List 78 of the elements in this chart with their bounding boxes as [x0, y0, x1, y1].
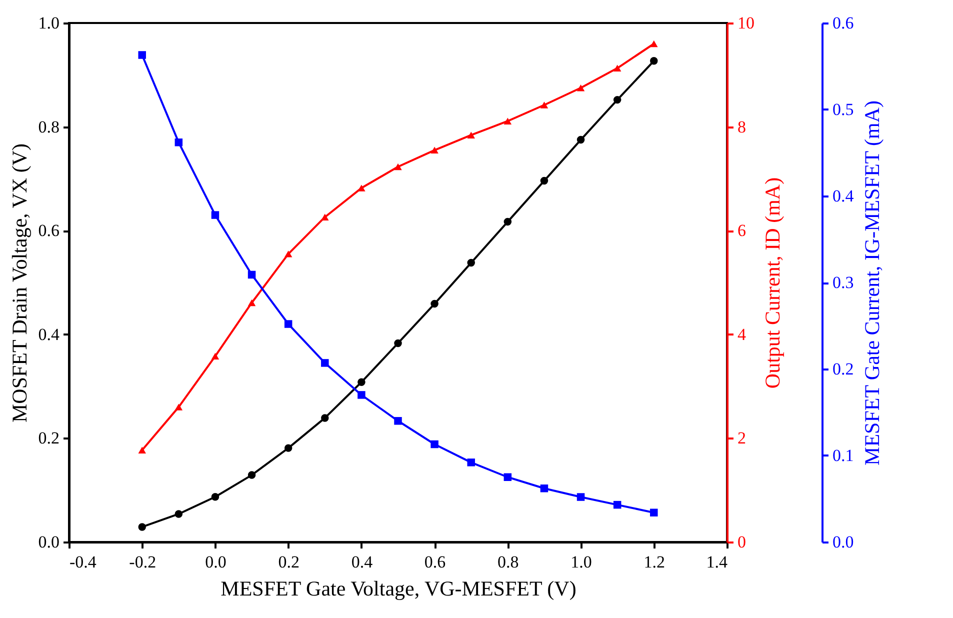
- point: [321, 214, 329, 220]
- point: [430, 146, 438, 154]
- x-tick-label: 1.2: [644, 552, 666, 572]
- y-tick-label: 0.8: [38, 117, 60, 136]
- y-tick-label: 0.0: [38, 532, 60, 552]
- y3-tick-label: 0.6: [832, 14, 854, 32]
- point: [613, 500, 622, 509]
- point: [248, 270, 256, 279]
- x-tick-label: 0.4: [351, 552, 374, 572]
- y-axis-title: MOSFET Drain Voltage, VX (V): [7, 143, 32, 423]
- y-tick-label: 1.0: [38, 14, 60, 32]
- y-tick-label: 0.4: [38, 324, 60, 344]
- point: [394, 163, 402, 170]
- point: [540, 176, 548, 185]
- point: [650, 40, 658, 48]
- point: [467, 132, 475, 138]
- point: [467, 458, 475, 466]
- x-tick-label: 1.4: [706, 552, 728, 572]
- x-tick-label: 0.0: [205, 552, 226, 572]
- point: [430, 300, 438, 308]
- point: [211, 211, 220, 219]
- y-tick-label: 0.2: [38, 428, 60, 448]
- point: [394, 417, 402, 425]
- point: [576, 84, 585, 92]
- point: [358, 378, 366, 386]
- point: [248, 471, 256, 479]
- point: [540, 102, 548, 108]
- point: [284, 320, 292, 328]
- point: [613, 64, 622, 72]
- x-tick-label: -0.4: [70, 552, 97, 572]
- y3-tick-label: 0.2: [832, 360, 854, 378]
- point: [540, 484, 548, 492]
- point: [174, 510, 183, 518]
- point: [576, 136, 585, 144]
- y2-tick-label: 4: [738, 324, 746, 344]
- point: [576, 493, 585, 501]
- x-tick-label: 0.6: [424, 552, 446, 572]
- point: [504, 118, 512, 124]
- point: [321, 359, 329, 367]
- point: [248, 299, 256, 306]
- y3-tick-label: 0.1: [832, 446, 854, 465]
- point: [174, 138, 183, 146]
- y2-tick-label: 2: [738, 428, 746, 448]
- y3-tick-label: 0.5: [832, 100, 854, 119]
- x-tick-label: 0.8: [498, 552, 519, 572]
- point: [321, 414, 329, 422]
- y3-tick-label: 0.4: [832, 186, 854, 206]
- point: [284, 250, 292, 258]
- point: [358, 391, 366, 399]
- y3-tick-label: 0.0: [832, 532, 854, 552]
- x-tick-label: -0.2: [129, 552, 156, 572]
- point: [358, 184, 366, 192]
- point: [504, 218, 512, 226]
- x-axis-title: MESFET Gate Voltage, VG-MESFET (V): [220, 576, 576, 600]
- point: [467, 258, 475, 267]
- point: [211, 352, 220, 360]
- point: [284, 444, 292, 452]
- point: [613, 96, 622, 104]
- point: [504, 473, 512, 481]
- y2-tick-label: 10: [738, 14, 754, 32]
- y2-tick-label: 0: [738, 532, 746, 552]
- point: [650, 57, 658, 65]
- point: [174, 404, 183, 410]
- point: [211, 492, 220, 501]
- x-tick-label: 1.0: [570, 552, 592, 572]
- point: [394, 339, 402, 348]
- y2-axis-title: Output Current, ID (mA): [760, 177, 784, 389]
- point: [138, 446, 146, 454]
- y2-tick-label: 6: [738, 221, 746, 240]
- y-tick-label: 0.6: [38, 221, 60, 240]
- y3-axis-title: MESFET Gate Current, IG-MESFET (mA): [860, 100, 884, 466]
- point: [430, 440, 438, 448]
- point: [138, 51, 146, 59]
- y3-tick-label: 0.3: [832, 273, 854, 292]
- point: [138, 523, 146, 531]
- y2-tick-label: 8: [738, 117, 746, 136]
- point: [650, 508, 658, 516]
- x-tick-label: 0.2: [278, 552, 300, 572]
